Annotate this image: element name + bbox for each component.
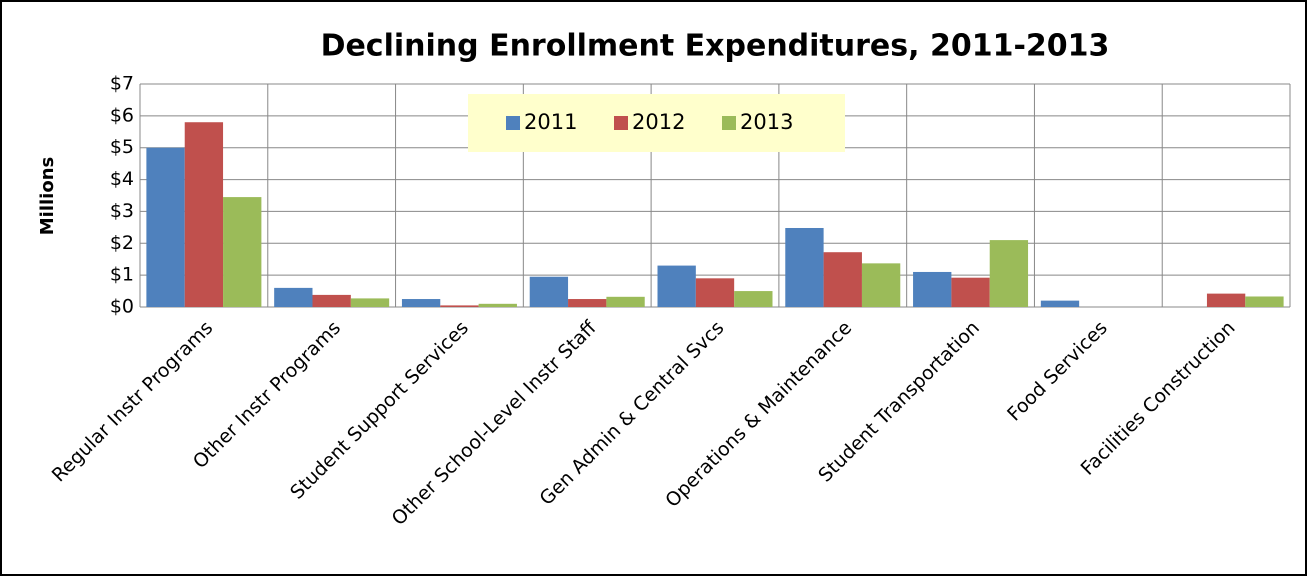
y-tick-label: $7 [110, 73, 134, 95]
bar [401, 299, 441, 307]
legend-label: 2012 [632, 110, 685, 134]
bar [951, 277, 990, 307]
y-tick-label: $3 [110, 200, 134, 222]
bar [861, 263, 901, 307]
bar [823, 252, 862, 307]
bar [657, 265, 696, 307]
legend-swatch [506, 116, 520, 130]
y-tick-label: $4 [110, 168, 134, 190]
legend-label: 2011 [524, 110, 577, 134]
y-tick-label: $5 [110, 136, 134, 158]
y-axis-label: Millions [37, 157, 58, 236]
chart-title: Declining Enrollment Expenditures, 2011-… [321, 29, 1110, 64]
bar [478, 303, 517, 307]
bar [274, 287, 313, 307]
bar [568, 299, 607, 307]
bar [1040, 300, 1080, 307]
bar [350, 298, 390, 307]
y-tick-label: $0 [110, 296, 134, 318]
bar [440, 305, 479, 307]
bar [1245, 296, 1284, 307]
bar [734, 291, 773, 307]
bar [785, 227, 824, 307]
y-tick-label: $1 [110, 264, 134, 286]
bar [223, 197, 262, 307]
bar [695, 278, 735, 307]
bar [913, 271, 952, 307]
bar [529, 276, 569, 307]
bar [312, 294, 351, 307]
bar [989, 240, 1029, 307]
legend-swatch [722, 116, 736, 130]
legend-label: 2013 [740, 110, 793, 134]
legend-swatch [614, 116, 628, 130]
bar [606, 296, 645, 307]
y-tick-label: $6 [110, 104, 134, 126]
bar [146, 147, 185, 307]
legend-box [468, 94, 845, 152]
bar [184, 122, 224, 307]
bar [1206, 293, 1246, 307]
y-tick-label: $2 [110, 232, 134, 254]
